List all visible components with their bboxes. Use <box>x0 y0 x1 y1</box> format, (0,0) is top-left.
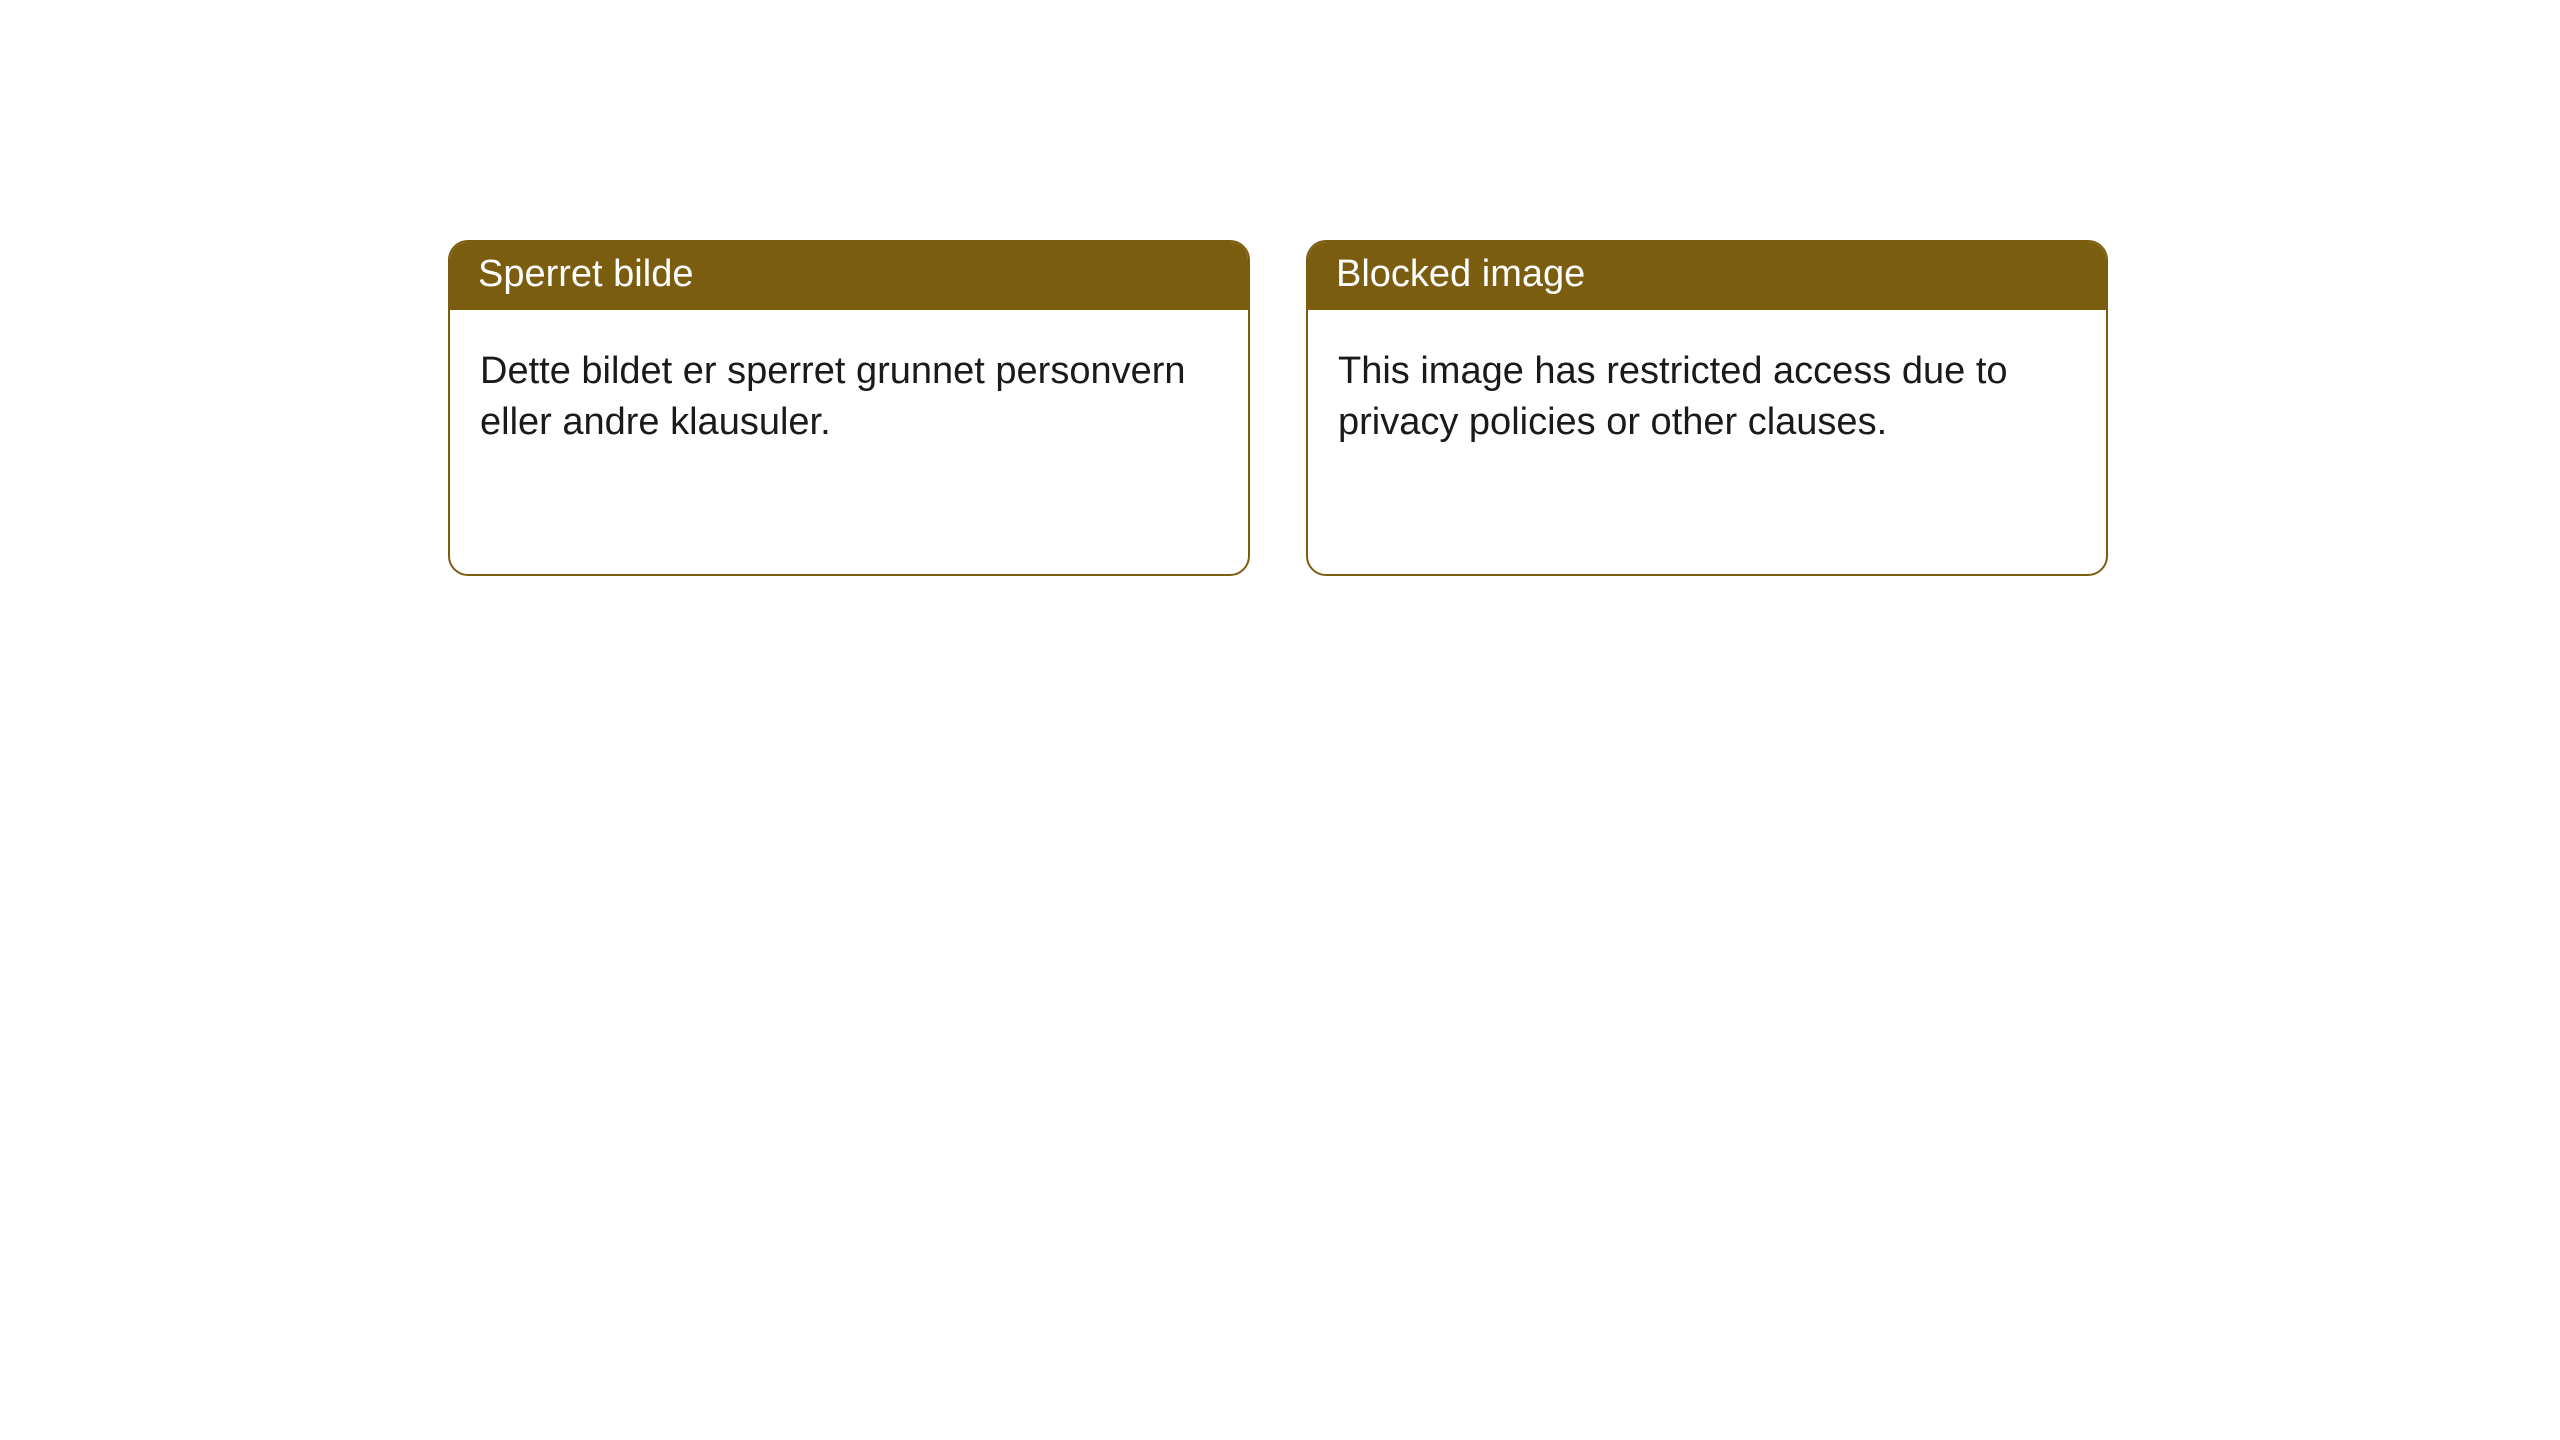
notice-container: Sperret bilde Dette bildet er sperret gr… <box>0 0 2560 576</box>
card-body-no: Dette bildet er sperret grunnet personve… <box>450 310 1248 485</box>
card-body-en: This image has restricted access due to … <box>1308 310 2106 485</box>
card-header-no: Sperret bilde <box>450 242 1248 310</box>
blocked-image-card-no: Sperret bilde Dette bildet er sperret gr… <box>448 240 1250 576</box>
blocked-image-card-en: Blocked image This image has restricted … <box>1306 240 2108 576</box>
card-header-en: Blocked image <box>1308 242 2106 310</box>
